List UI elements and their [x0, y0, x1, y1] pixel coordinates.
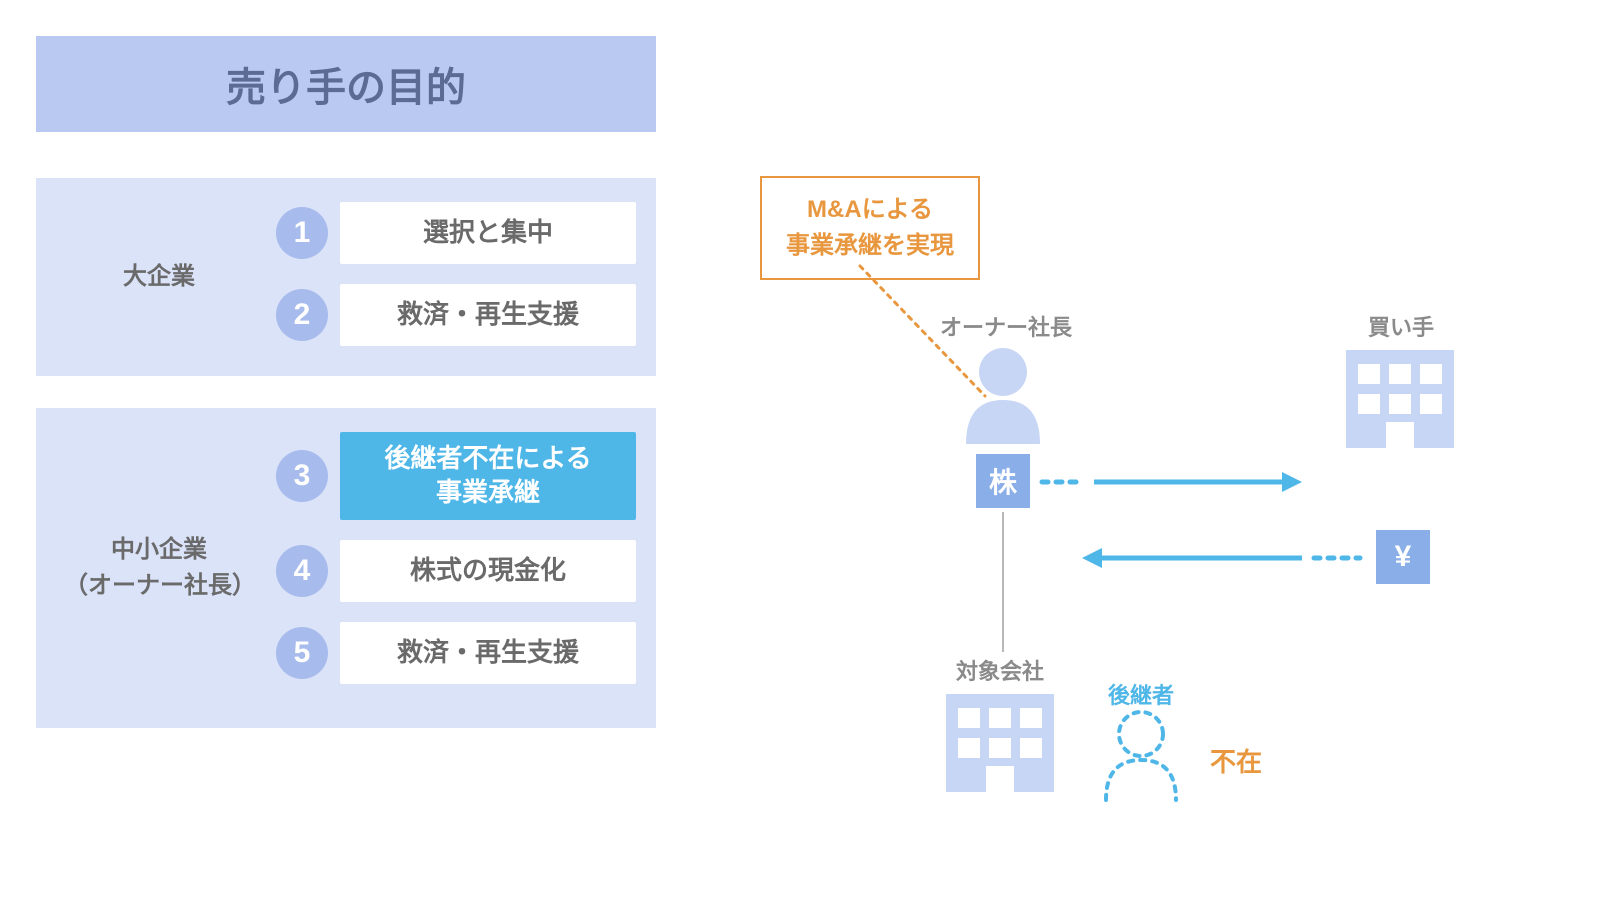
buyer-building-icon [1340, 344, 1460, 454]
num-badge-2: 2 [276, 289, 328, 341]
item-row-3: 3 後継者不在による 事業承継 [276, 432, 636, 520]
group2-items: 3 後継者不在による 事業承継 4 株式の現金化 5 救済・再生支援 [276, 432, 636, 684]
successor-label: 後継者 [1108, 678, 1174, 710]
callout-box: M&Aによる 事業承継を実現 [760, 176, 980, 280]
person-icon [958, 344, 1048, 444]
num-badge-4: 4 [276, 545, 328, 597]
item-label-1: 選択と集中 [340, 202, 636, 264]
stock-tag: 株 [976, 454, 1030, 508]
group1-label: 大企業 [64, 259, 254, 295]
absent-label: 不在 [1210, 742, 1262, 779]
group-sme: 中小企業 （オーナー社長） 3 後継者不在による 事業承継 4 株式の現金化 5… [36, 408, 656, 728]
yen-tag: ¥ [1376, 530, 1430, 584]
arrow-stock-to-buyer [1042, 470, 1312, 494]
owner-to-target-line [1000, 512, 1006, 652]
item-row-4: 4 株式の現金化 [276, 540, 636, 602]
absent-person-icon [1096, 708, 1186, 802]
group-large-enterprise: 大企業 1 選択と集中 2 救済・再生支援 [36, 178, 656, 376]
num-badge-3: 3 [276, 450, 328, 502]
title-bar: 売り手の目的 [36, 36, 656, 132]
group1-items: 1 選択と集中 2 救済・再生支援 [276, 202, 636, 346]
item-label-2: 救済・再生支援 [340, 284, 636, 346]
target-label: 対象会社 [956, 654, 1044, 686]
item-label-4: 株式の現金化 [340, 540, 636, 602]
item-row-2: 2 救済・再生支援 [276, 284, 636, 346]
buyer-label: 買い手 [1368, 310, 1434, 342]
item-label-3-highlight: 後継者不在による 事業承継 [340, 432, 636, 520]
group2-label: 中小企業 （オーナー社長） [64, 532, 254, 604]
owner-label: オーナー社長 [940, 310, 1072, 342]
arrow-yen-to-owner [1082, 546, 1362, 570]
title-text: 売り手の目的 [226, 55, 466, 113]
item-row-1: 1 選択と集中 [276, 202, 636, 264]
item-row-5: 5 救済・再生支援 [276, 622, 636, 684]
num-badge-1: 1 [276, 207, 328, 259]
item-label-5: 救済・再生支援 [340, 622, 636, 684]
num-badge-5: 5 [276, 627, 328, 679]
target-building-icon [940, 688, 1060, 798]
